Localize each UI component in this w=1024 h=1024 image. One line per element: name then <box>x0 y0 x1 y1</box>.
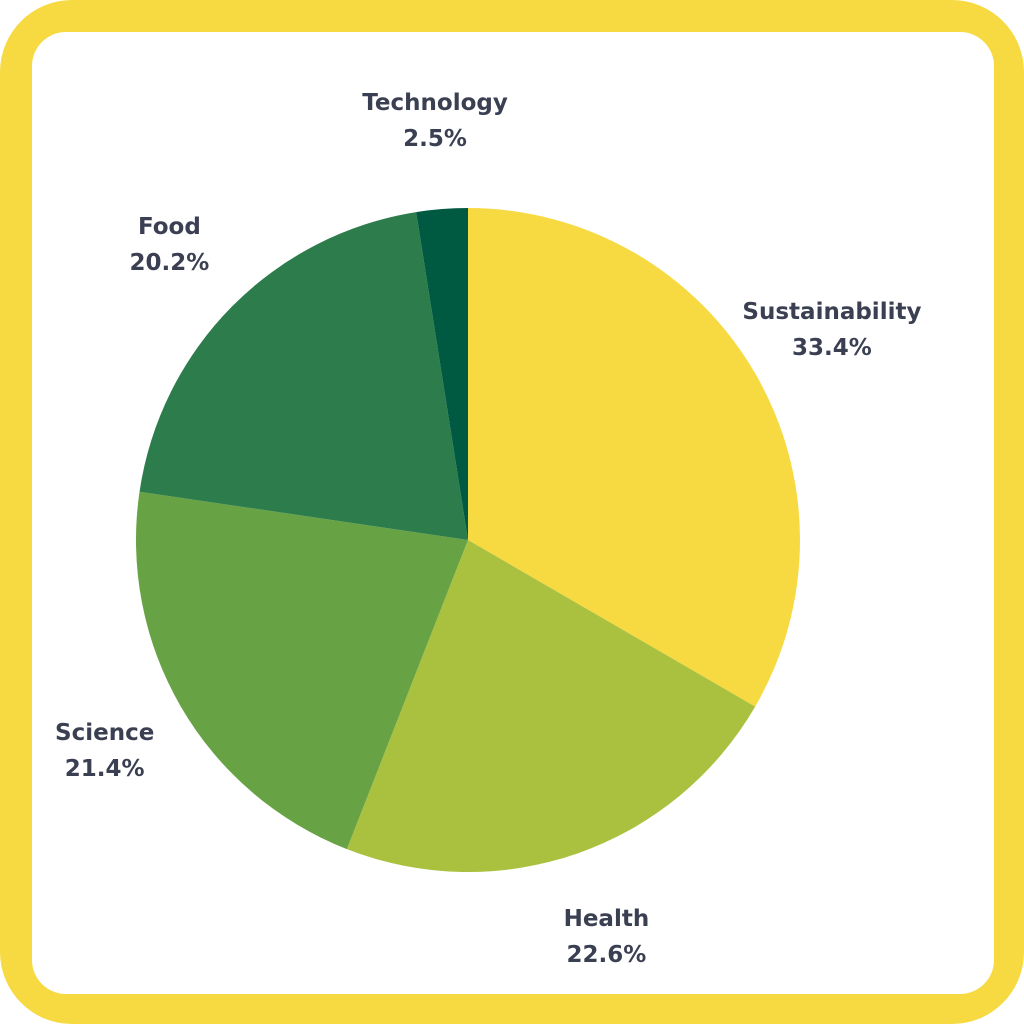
slice-name: Food <box>129 209 209 245</box>
slice-value: 33.4% <box>742 330 921 366</box>
slice-name: Technology <box>362 85 508 121</box>
slice-name: Sustainability <box>742 294 921 330</box>
slice-health-label: Health 22.6% <box>564 901 650 973</box>
slice-name: Health <box>564 901 650 937</box>
slice-value: 21.4% <box>55 751 154 787</box>
slice-sustainability-label: Sustainability 33.4% <box>742 294 921 366</box>
slice-name: Science <box>55 715 154 751</box>
slice-value: 20.2% <box>129 245 209 281</box>
slice-technology-label: Technology 2.5% <box>362 85 508 157</box>
slice-value: 22.6% <box>564 937 650 973</box>
slice-value: 2.5% <box>362 121 508 157</box>
slice-food-label: Food 20.2% <box>129 209 209 281</box>
slice-science-label: Science 21.4% <box>55 715 154 787</box>
